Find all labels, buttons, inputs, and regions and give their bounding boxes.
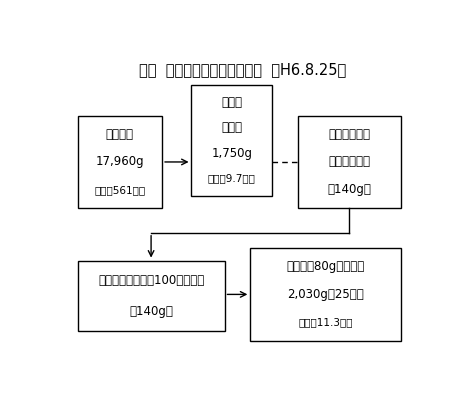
Text: （140g）: （140g） <box>328 183 372 196</box>
Text: 2,030g（25本）: 2,030g（25本） <box>287 288 364 301</box>
Text: 水切り: 水切り <box>221 121 242 134</box>
Text: 17,960g: 17,960g <box>96 156 144 168</box>
Text: （重量561個）: （重量561個） <box>94 185 146 195</box>
Text: （歩留11.3％）: （歩留11.3％） <box>298 317 353 327</box>
Text: 図１  粒ウニ試作品の加工工程  （H6.8.25）: 図１ 粒ウニ試作品の加工工程 （H6.8.25） <box>139 62 346 77</box>
Bar <box>298 116 401 208</box>
Text: ８％焼塩混合: ８％焼塩混合 <box>328 156 371 168</box>
Text: 製　品（80gビン詰）: 製 品（80gビン詰） <box>286 260 365 273</box>
Text: むき身: むき身 <box>221 96 242 109</box>
Text: （歩留9.7％）: （歩留9.7％） <box>208 174 256 184</box>
Text: まな板上にて: まな板上にて <box>328 128 371 141</box>
Bar <box>191 85 272 196</box>
Bar <box>78 260 225 331</box>
Text: 1,750g: 1,750g <box>211 147 252 160</box>
Text: 殻付原料: 殻付原料 <box>106 128 134 141</box>
Bar <box>78 116 162 208</box>
Text: ８％アルコール（100％）混合: ８％アルコール（100％）混合 <box>98 274 204 287</box>
Text: （140g）: （140g） <box>129 305 173 318</box>
Bar <box>250 248 401 341</box>
